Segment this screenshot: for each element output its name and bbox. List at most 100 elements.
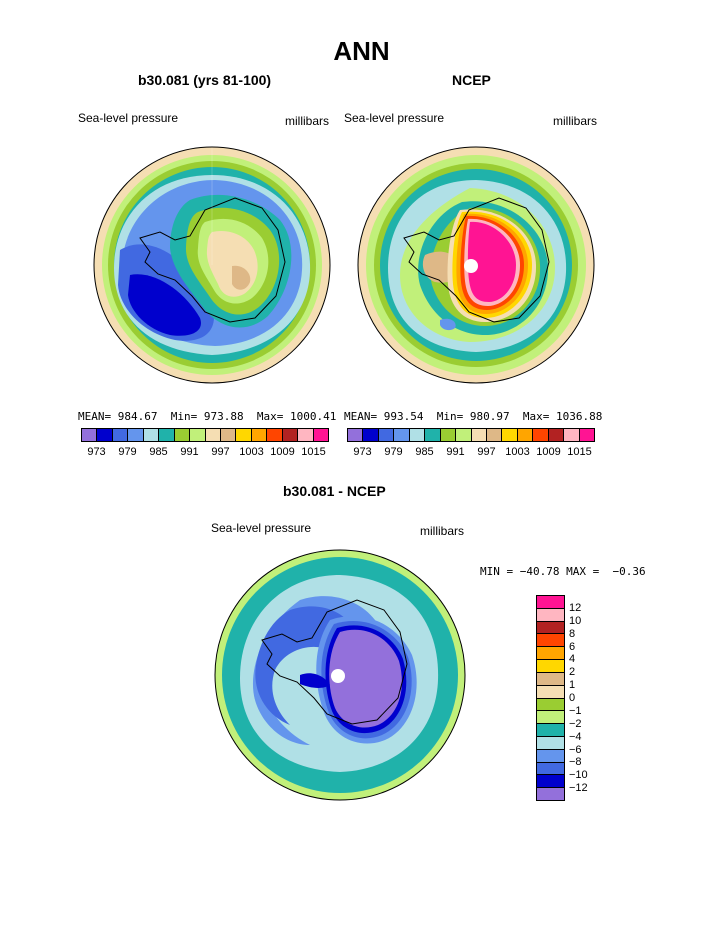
colorbar-ncep-ticks: 973 979 985 991 997 1003 1009 1015 — [347, 446, 595, 460]
colorbar-swatch — [174, 429, 191, 441]
colorbar-swatch — [409, 429, 426, 441]
colorbar-swatch — [378, 429, 395, 441]
colorbar-tick-label: 8 — [569, 627, 576, 640]
colorbar-model-ticks: 973 979 985 991 997 1003 1009 1015 — [81, 446, 329, 460]
colorbar-swatch — [537, 749, 564, 763]
colorbar-tick-label: 973 — [87, 446, 106, 458]
colorbar-tick-label: 1015 — [567, 446, 592, 458]
colorbar-swatch — [579, 429, 594, 441]
colorbar-tick-label: −6 — [569, 743, 582, 756]
colorbar-tick-label: −4 — [569, 730, 582, 743]
panel1-stats: MEAN= 984.67 Min= 973.88 Max= 1000.41 — [78, 410, 337, 423]
colorbar-swatch — [548, 429, 565, 441]
colorbar-swatch — [128, 429, 144, 441]
colorbar-tick-label: 1015 — [301, 446, 326, 458]
panel2-left-label: Sea-level pressure — [344, 111, 445, 125]
colorbar-tick-label: 985 — [149, 446, 168, 458]
map-ncep — [358, 147, 594, 383]
colorbar-swatch — [143, 429, 160, 441]
colorbar-swatch — [267, 429, 283, 441]
map-diff-border — [214, 549, 466, 801]
panel1-title: b30.081 (yrs 81-100) — [138, 72, 272, 88]
colorbar-tick-label: 979 — [384, 446, 403, 458]
colorbar-tick-label: 6 — [569, 640, 576, 653]
figure-title: ANN — [333, 36, 390, 66]
colorbar-tick-label: 1003 — [239, 446, 264, 458]
colorbar-swatch — [456, 429, 472, 441]
colorbar-model — [81, 428, 329, 442]
colorbar-swatch — [298, 429, 314, 441]
colorbar-swatch — [564, 429, 580, 441]
colorbar-swatch — [533, 429, 549, 441]
colorbar-swatch — [537, 634, 564, 648]
colorbar-swatch — [537, 788, 564, 800]
panel3-right-label: millibars — [420, 524, 465, 538]
colorbar-swatch — [517, 429, 534, 441]
colorbar-tick-label: 10 — [569, 614, 582, 627]
colorbar-swatch — [251, 429, 268, 441]
colorbar-swatch — [537, 621, 564, 635]
map-model — [94, 147, 330, 383]
panel3-left-label: Sea-level pressure — [211, 521, 312, 535]
colorbar-tick-label: −10 — [569, 769, 588, 782]
colorbar-tick-label: 12 — [569, 601, 582, 614]
map-diff — [215, 550, 465, 800]
colorbar-tick-label: −8 — [569, 756, 582, 769]
colorbar-swatch — [537, 775, 564, 789]
colorbar-swatch — [236, 429, 252, 441]
colorbar-swatch — [82, 429, 98, 441]
colorbar-tick-label: 2 — [569, 666, 576, 679]
colorbar-tick-label: −2 — [569, 717, 582, 730]
colorbar-swatch — [537, 685, 564, 699]
colorbar-tick-label: 991 — [180, 446, 199, 458]
colorbar-ncep — [347, 428, 595, 442]
colorbar-tick-label: 979 — [118, 446, 137, 458]
colorbar-swatch — [537, 660, 564, 673]
colorbar-swatch — [220, 429, 237, 441]
colorbar-swatch — [205, 429, 221, 441]
map-ncep-border — [357, 146, 595, 384]
colorbar-swatch — [537, 596, 564, 609]
colorbar-swatch — [112, 429, 129, 441]
colorbar-diff — [536, 595, 565, 801]
colorbar-swatch — [313, 429, 328, 441]
colorbar-tick-label: 1 — [569, 679, 576, 692]
panel2-stats: MEAN= 993.54 Min= 980.97 Max= 1036.88 — [344, 410, 603, 423]
colorbar-tick-label: 985 — [415, 446, 434, 458]
colorbar-tick-label: −12 — [569, 782, 588, 795]
colorbar-tick-label: 997 — [477, 446, 496, 458]
colorbar-swatch — [440, 429, 457, 441]
colorbar-swatch — [537, 672, 564, 686]
colorbar-swatch — [363, 429, 379, 441]
panel1-right-label: millibars — [285, 114, 330, 128]
colorbar-tick-label: −1 — [569, 704, 582, 717]
panel2-right-label: millibars — [553, 114, 598, 128]
colorbar-swatch — [537, 698, 564, 712]
colorbar-swatch — [159, 429, 175, 441]
colorbar-swatch — [537, 724, 564, 737]
panel3-title: b30.081 - NCEP — [283, 483, 386, 499]
colorbar-swatch — [394, 429, 410, 441]
colorbar-swatch — [486, 429, 503, 441]
colorbar-tick-label: 4 — [569, 653, 576, 666]
colorbar-tick-label: 1009 — [270, 446, 295, 458]
colorbar-swatch — [537, 647, 564, 661]
panel2-title: NCEP — [452, 72, 491, 88]
colorbar-tick-label: 997 — [211, 446, 230, 458]
colorbar-swatch — [282, 429, 299, 441]
colorbar-swatch — [537, 762, 564, 776]
colorbar-swatch — [348, 429, 364, 441]
colorbar-swatch — [537, 711, 564, 725]
colorbar-tick-label: 1003 — [505, 446, 530, 458]
colorbar-swatch — [471, 429, 487, 441]
colorbar-tick-label: 0 — [569, 692, 576, 704]
colorbar-swatch — [97, 429, 113, 441]
colorbar-diff-ticks: 12 10 8 6 4 2 1 0 −1 −2 −4 −6 −8 −10 −12 — [569, 595, 609, 801]
map-model-border — [93, 146, 331, 384]
colorbar-swatch — [190, 429, 206, 441]
colorbar-swatch — [425, 429, 441, 441]
panel1-left-label: Sea-level pressure — [78, 111, 179, 125]
colorbar-tick-label: 973 — [353, 446, 372, 458]
colorbar-swatch — [502, 429, 518, 441]
